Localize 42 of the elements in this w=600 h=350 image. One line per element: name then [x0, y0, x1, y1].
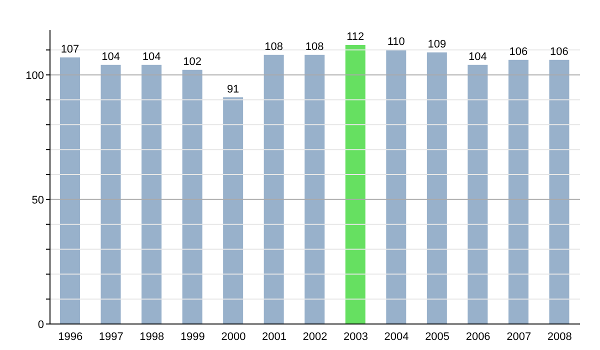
- x-tick-label: 2008: [547, 330, 572, 343]
- x-tick-label: 2006: [466, 330, 490, 343]
- data-label: 108: [264, 40, 284, 53]
- bar: [142, 64, 162, 324]
- data-label: 104: [468, 50, 487, 63]
- x-tick-label: 2005: [425, 330, 450, 343]
- y-tick-label: 0: [38, 318, 44, 331]
- data-label: 104: [142, 50, 161, 63]
- data-label: 104: [102, 50, 120, 63]
- y-tick-label: 50: [32, 194, 44, 206]
- bar: [345, 44, 366, 324]
- y-tick-label: 100: [26, 70, 44, 82]
- data-label: 109: [428, 38, 446, 50]
- data-label: 91: [226, 83, 240, 96]
- bar: [426, 52, 447, 324]
- bar: [264, 54, 284, 324]
- x-tick-label: 2000: [221, 330, 246, 343]
- bar: [100, 64, 121, 324]
- bar: [182, 70, 202, 324]
- bar: [508, 60, 528, 324]
- data-label: 106: [509, 46, 528, 58]
- x-tick-label: 1996: [58, 330, 83, 343]
- bar: [304, 54, 325, 324]
- x-tick-label: 2001: [262, 330, 286, 343]
- x-tick-label: 2003: [344, 330, 368, 343]
- bar: [468, 64, 488, 324]
- x-tick-label: 2004: [384, 330, 409, 343]
- data-label: 110: [387, 36, 405, 48]
- x-tick-label: 2002: [302, 330, 328, 343]
- data-label: 112: [346, 30, 364, 43]
- x-tick-label: 1999: [180, 330, 205, 343]
- data-label: 108: [305, 40, 324, 53]
- bar: [549, 60, 570, 324]
- bar: [386, 50, 406, 324]
- data-label: 106: [550, 46, 568, 58]
- x-tick-label: 2007: [506, 330, 532, 343]
- bar: [60, 57, 80, 324]
- data-label: 107: [60, 43, 80, 56]
- bar: [223, 97, 244, 324]
- x-tick-label: 1998: [140, 330, 164, 343]
- x-tick-label: 1997: [98, 330, 124, 343]
- data-label: 102: [183, 56, 202, 68]
